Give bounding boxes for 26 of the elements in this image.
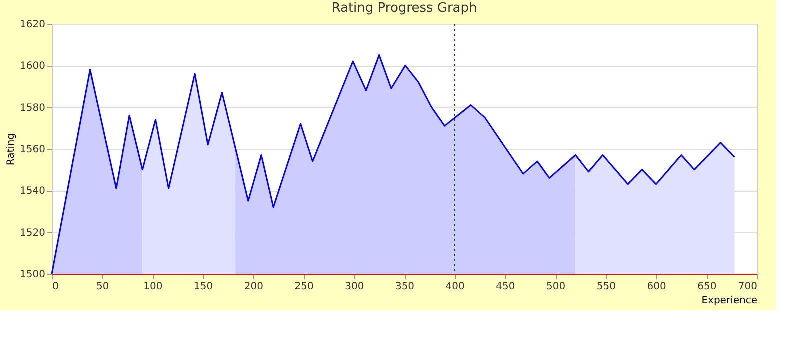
x-tick-label: 250 (294, 282, 314, 292)
y-tick-label: 1600 (20, 61, 46, 72)
x-tick-label: 550 (596, 282, 616, 292)
x-tick-label: 700 (738, 282, 758, 292)
x-tick-label: 350 (395, 282, 415, 292)
line-series (51, 54, 736, 275)
x-tick-label: 50 (96, 282, 110, 292)
x-axis-title: Experience (702, 296, 758, 306)
y-tick-label: 1620 (20, 20, 46, 30)
x-tick-label: 0 (52, 282, 59, 292)
x-tick-label: 150 (194, 282, 214, 292)
x-tick-label: 300 (345, 282, 364, 292)
x-tick-label: 500 (546, 282, 566, 292)
y-tick-label: 1500 (20, 270, 46, 280)
x-tick-label: 650 (698, 282, 717, 292)
y-tick-label: 1580 (20, 102, 46, 114)
y-axis-title: Rating (6, 133, 18, 166)
y-tick-label: 1560 (20, 144, 46, 156)
y-tick-label: 1540 (20, 186, 46, 198)
x-tick-label: 100 (144, 282, 163, 292)
chart-title: Rating Progress Graph (332, 1, 478, 16)
x-tick-label: 600 (647, 282, 666, 292)
x-tick-label: 400 (446, 282, 465, 292)
x-tick-label: 450 (496, 282, 516, 292)
y-tick-label: 1520 (20, 228, 46, 239)
x-tick-label: 200 (244, 282, 264, 292)
